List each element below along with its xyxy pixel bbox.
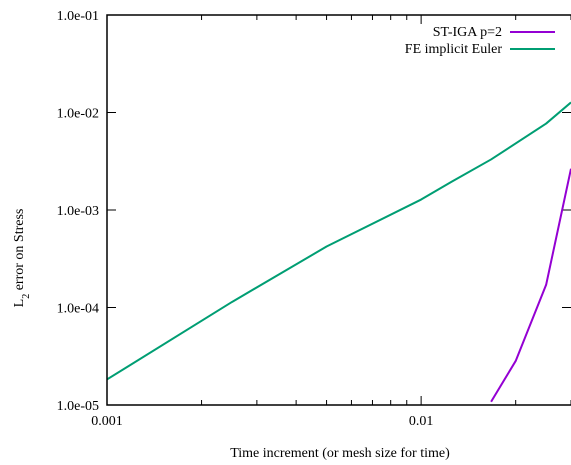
y-tick-label: 1.0e-02 [57,107,99,122]
y-axis-title-rest: error on Stress [12,209,27,294]
legend: ST-IGA p=2 FE implicit Euler [405,25,555,57]
series-line-st-iga-p-2 [490,168,571,403]
x-tick-label: 0.01 [409,414,434,429]
series-line-fe-implicit-euler [107,101,571,381]
y-tick-label: 1.0e-03 [57,204,99,219]
axis-ticks [106,14,571,406]
y-tick-label: 1.0e-04 [57,302,99,317]
legend-label-st-iga: ST-IGA p=2 [433,25,502,40]
x-tick-labels: 0.001 0.01 [91,414,433,429]
legend-entry-st-iga: ST-IGA p=2 [433,25,555,40]
y-tick-label: 1.0e-01 [57,9,99,24]
legend-entry-fe-implicit-euler: FE implicit Euler [405,42,555,57]
y-tick-labels: 1.0e-05 1.0e-04 1.0e-03 1.0e-02 1.0e-01 [57,9,99,414]
plot-frame [106,14,571,406]
x-tick-label: 0.001 [91,414,123,429]
legend-label-fe-implicit-euler: FE implicit Euler [405,42,503,57]
y-tick-label: 1.0e-05 [57,399,99,414]
series-layer [107,101,571,403]
y-axis-title: L2 error on Stress [12,209,32,308]
x-axis-title: Time increment (or mesh size for time) [230,446,450,461]
y-axis-title-main: L [12,299,27,308]
y-axis-title-subscript: 2 [21,294,32,299]
